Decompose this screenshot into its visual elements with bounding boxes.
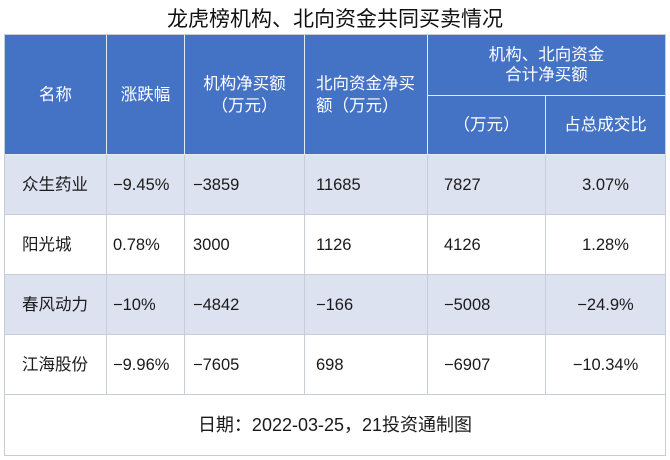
header-cell-combined-net-buy: （万元） xyxy=(428,96,546,155)
cell-northbound-net-buy: −166 xyxy=(305,275,428,335)
cell-change-pct: −9.45% xyxy=(107,155,185,215)
header-combined-share-label: 占总成交比 xyxy=(564,116,647,134)
cell-institution-net-buy: −4842 xyxy=(185,275,305,335)
cell-northbound-net-buy: 1126 xyxy=(305,215,428,275)
header-cell-institution-net-buy: 机构净买额（万元） xyxy=(185,35,305,155)
cell-stock-name: 江海股份 xyxy=(5,335,107,395)
cell-stock-name: 众生药业 xyxy=(5,155,107,215)
cell-institution-net-buy: −3859 xyxy=(185,155,305,215)
header-institution-net-buy-label: 机构净买额（万元） xyxy=(203,74,286,115)
cell-combined-share: −10.34% xyxy=(546,335,665,395)
chart-title: 龙虎榜机构、北向资金共同买卖情况 xyxy=(167,8,503,31)
header-combined-net-buy-label: （万元） xyxy=(453,116,520,134)
header-cell-combined-share: 占总成交比 xyxy=(546,96,665,155)
cell-combined-net-buy: 4126 xyxy=(428,215,546,275)
cell-combined-net-buy: 7827 xyxy=(428,155,546,215)
header-combined-group-label: 机构、北向资金合计净买额 xyxy=(488,46,605,84)
data-table: 名称 涨跌幅 机构净买额（万元） 北向资金净买额（万元） 机构、北向资金合计净买… xyxy=(5,35,665,455)
source-note: 日期：2022-03-25，21投资通制图 xyxy=(5,395,665,455)
cell-combined-net-buy: −5008 xyxy=(428,275,546,335)
cell-combined-share: 3.07% xyxy=(546,155,665,215)
header-northbound-net-buy-label: 北向资金净买额（万元） xyxy=(316,74,415,115)
cell-combined-net-buy: −6907 xyxy=(428,335,546,395)
cell-change-pct: −10% xyxy=(107,275,185,335)
header-name-label: 名称 xyxy=(39,85,72,104)
header-cell-northbound-net-buy: 北向资金净买额（万元） xyxy=(305,35,428,155)
cell-northbound-net-buy: 11685 xyxy=(305,155,428,215)
cell-stock-name: 阳光城 xyxy=(5,215,107,275)
cell-stock-name: 春风动力 xyxy=(5,275,107,335)
header-cell-combined-group: 机构、北向资金合计净买额 xyxy=(428,35,665,96)
cell-change-pct: 0.78% xyxy=(107,215,185,275)
header-change-pct-label: 涨跌幅 xyxy=(120,85,171,104)
header-cell-name: 名称 xyxy=(5,35,107,155)
header-cell-change-pct: 涨跌幅 xyxy=(107,35,185,155)
cell-institution-net-buy: 3000 xyxy=(185,215,305,275)
cell-combined-share: 1.28% xyxy=(546,215,665,275)
cell-change-pct: −9.96% xyxy=(107,335,185,395)
cell-institution-net-buy: −7605 xyxy=(185,335,305,395)
cell-combined-share: −24.9% xyxy=(546,275,665,335)
cell-northbound-net-buy: 698 xyxy=(305,335,428,395)
